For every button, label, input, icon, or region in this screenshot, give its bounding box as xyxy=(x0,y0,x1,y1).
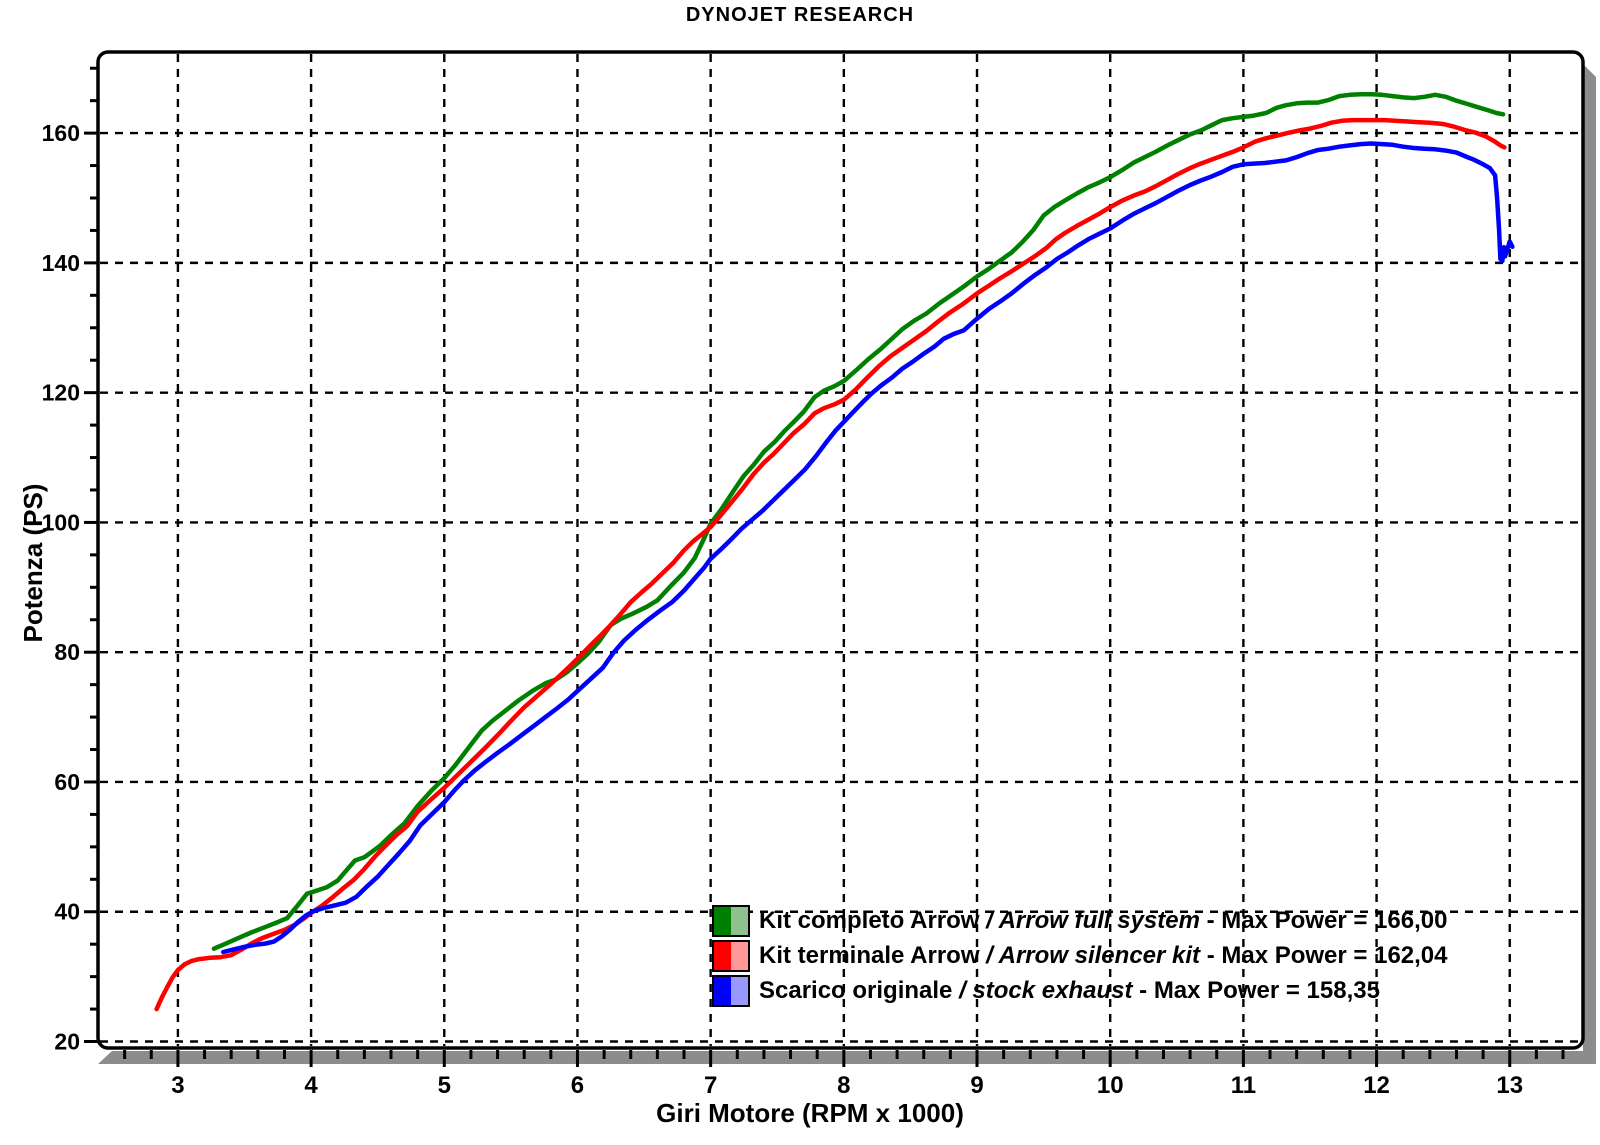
svg-text:160: 160 xyxy=(42,120,80,146)
plot-background xyxy=(98,52,1583,1048)
svg-text:5: 5 xyxy=(438,1072,451,1099)
curve-arrow-silencer-kit xyxy=(154,117,1507,1012)
legend-item-stock-exhaust: Scarico originale / stock exhaust - Max … xyxy=(712,973,1448,1008)
svg-text:3: 3 xyxy=(171,1072,184,1099)
chart-title: DYNOJET RESEARCH xyxy=(685,4,915,26)
svg-text:100: 100 xyxy=(42,509,80,535)
legend-max-power: - Max Power = 158,35 xyxy=(1139,976,1380,1004)
legend-series-name-english: / stock exhaust xyxy=(959,976,1133,1004)
svg-text:9: 9 xyxy=(970,1072,983,1099)
y-tick-labels: 20 40 60 80 100 120 140 160 xyxy=(42,120,80,1054)
x-axis-label: Giri Motore (RPM x 1000) xyxy=(656,1098,964,1128)
legend-series-name-english: / Arrow silencer kit xyxy=(986,941,1201,969)
legend-max-power: - Max Power = 166,00 xyxy=(1206,906,1448,934)
svg-text:13: 13 xyxy=(1496,1072,1523,1099)
svg-text:140: 140 xyxy=(42,250,80,276)
legend-swatch-blue xyxy=(712,974,750,1007)
curve-arrow-full-system xyxy=(211,91,1506,951)
gridlines xyxy=(100,54,1581,1046)
swatch-light-half xyxy=(731,906,748,935)
legend-label: Kit terminale Arrow / Arrow silencer kit… xyxy=(759,940,1448,972)
svg-text:120: 120 xyxy=(42,380,80,406)
curves xyxy=(154,91,1515,1012)
swatch-light-half xyxy=(731,941,748,970)
svg-text:4: 4 xyxy=(304,1072,318,1099)
legend-label: Scarico originale / stock exhaust - Max … xyxy=(759,975,1380,1007)
svg-text:20: 20 xyxy=(54,1029,80,1055)
svg-text:60: 60 xyxy=(54,769,80,795)
svg-text:8: 8 xyxy=(837,1072,850,1099)
legend-label: Kit completo Arrow / Arrow full system -… xyxy=(759,905,1447,937)
swatch-light-half xyxy=(731,976,748,1005)
y-axis-label: Potenza (PS) xyxy=(18,483,48,643)
legend-item-silencer-kit: Kit terminale Arrow / Arrow silencer kit… xyxy=(712,938,1448,973)
legend-series-name: Kit terminale Arrow xyxy=(759,941,980,969)
legend-swatch-red xyxy=(712,939,750,972)
svg-text:6: 6 xyxy=(571,1072,584,1099)
x-tick-labels: 3 4 5 6 7 8 9 10 11 12 13 xyxy=(171,1072,1523,1099)
legend-item-full-system: Kit completo Arrow / Arrow full system -… xyxy=(712,903,1448,938)
legend-swatch-green xyxy=(712,904,750,937)
svg-text:12: 12 xyxy=(1363,1072,1390,1099)
curve-stock-exhaust xyxy=(220,141,1515,955)
svg-text:11: 11 xyxy=(1231,1072,1256,1099)
svg-text:7: 7 xyxy=(704,1072,717,1099)
svg-text:10: 10 xyxy=(1097,1072,1124,1099)
legend-series-name: Kit completo Arrow xyxy=(759,906,980,934)
legend-series-name: Scarico originale xyxy=(759,976,953,1004)
legend: Kit completo Arrow / Arrow full system -… xyxy=(712,903,1448,1008)
svg-text:80: 80 xyxy=(54,639,80,665)
plot-frame xyxy=(96,50,1585,1050)
svg-text:40: 40 xyxy=(54,899,80,925)
swatch-dark-half xyxy=(714,941,731,970)
swatch-dark-half xyxy=(714,906,731,935)
swatch-dark-half xyxy=(714,976,731,1005)
legend-series-name-english: / Arrow full system xyxy=(986,906,1200,934)
legend-max-power: - Max Power = 162,04 xyxy=(1206,941,1448,969)
